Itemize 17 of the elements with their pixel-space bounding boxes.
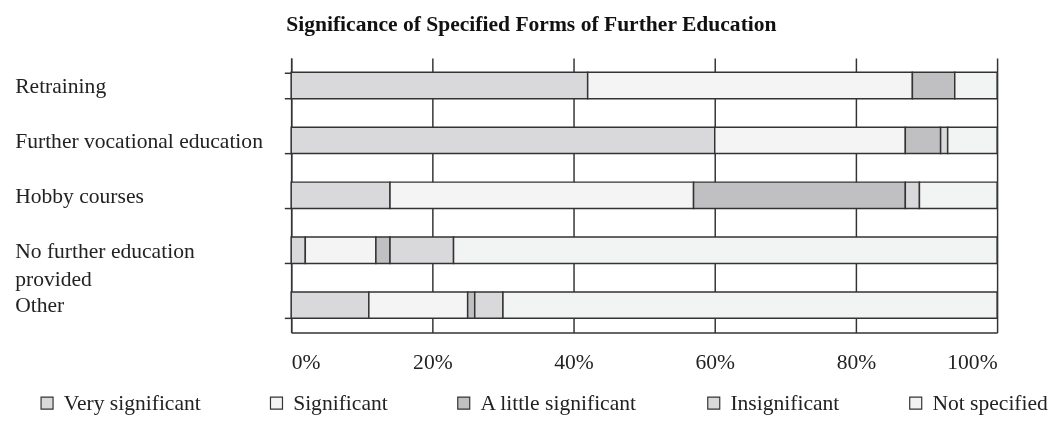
x-tick-label: 60% — [695, 350, 736, 375]
legend-label: A little significant — [480, 391, 637, 416]
y-tick-label: Retraining — [15, 73, 107, 98]
chart-title: Significance of Specified Forms of Further Education — [286, 11, 777, 36]
legend-label: Not specified — [932, 391, 1049, 416]
y-tick-label: Hobby courses — [15, 183, 144, 208]
legend-label: Significant — [293, 391, 388, 416]
x-tick-label: 20% — [413, 350, 453, 375]
legend-label: Very significant — [63, 391, 201, 416]
y-tick-label: No further education provided — [15, 238, 195, 291]
x-tick-label: 40% — [554, 350, 594, 375]
x-tick-label: 80% — [836, 350, 877, 375]
x-tick-label: 0% — [291, 350, 321, 375]
y-tick-label: Other — [15, 293, 65, 318]
x-tick-label: 100% — [947, 350, 998, 375]
legend-label: Insignificant — [730, 391, 840, 416]
y-tick-label: Further vocational education — [15, 128, 264, 153]
